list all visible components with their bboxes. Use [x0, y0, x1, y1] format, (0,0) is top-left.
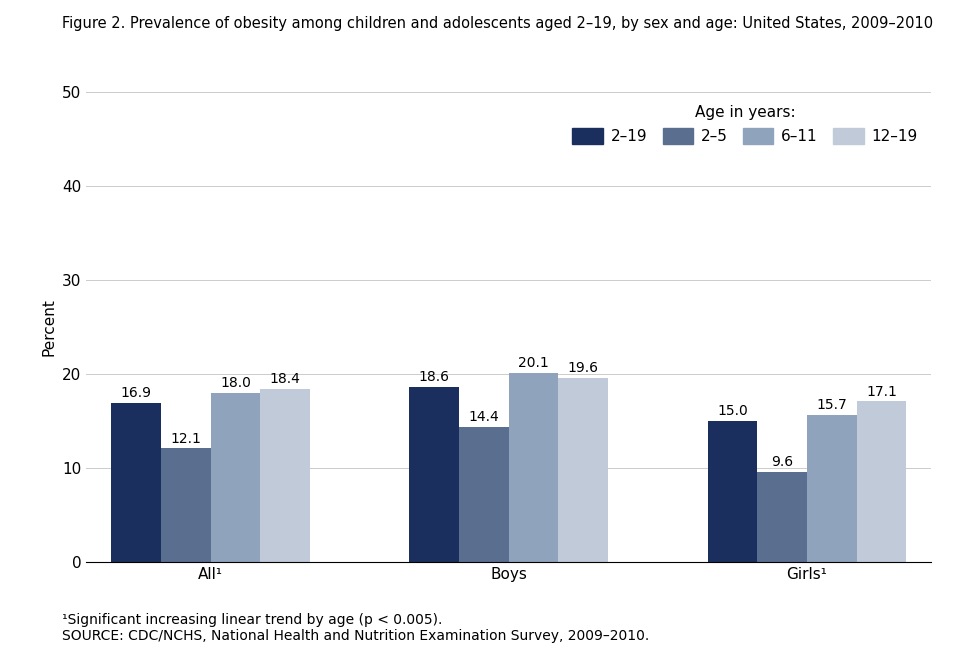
Y-axis label: Percent: Percent: [41, 298, 57, 356]
Text: 12.1: 12.1: [170, 432, 202, 445]
Text: 19.6: 19.6: [568, 361, 599, 375]
Bar: [111, 404, 161, 562]
Bar: [757, 472, 807, 562]
Text: 20.1: 20.1: [518, 356, 549, 370]
Text: 16.9: 16.9: [121, 387, 152, 400]
Bar: [856, 402, 906, 562]
Text: 18.4: 18.4: [270, 372, 300, 387]
Bar: [161, 449, 210, 562]
Bar: [459, 427, 509, 562]
Text: 15.7: 15.7: [816, 398, 847, 412]
Text: SOURCE: CDC/NCHS, National Health and Nutrition Examination Survey, 2009–2010.: SOURCE: CDC/NCHS, National Health and Nu…: [62, 629, 650, 643]
Text: Figure 2. Prevalence of obesity among children and adolescents aged 2–19, by sex: Figure 2. Prevalence of obesity among ch…: [62, 16, 933, 31]
Bar: [807, 415, 856, 562]
Bar: [210, 393, 260, 562]
Text: 17.1: 17.1: [866, 385, 897, 398]
Bar: [409, 387, 459, 562]
Text: 14.4: 14.4: [468, 410, 499, 424]
Text: ¹Significant increasing linear trend by age (p < 0.005).: ¹Significant increasing linear trend by …: [62, 613, 443, 627]
Text: 15.0: 15.0: [717, 404, 748, 419]
Bar: [708, 421, 757, 562]
Bar: [559, 378, 609, 562]
Text: 18.6: 18.6: [419, 370, 449, 385]
Text: 9.6: 9.6: [771, 455, 793, 469]
Legend: 2–19, 2–5, 6–11, 12–19: 2–19, 2–5, 6–11, 12–19: [566, 99, 924, 150]
Text: 18.0: 18.0: [220, 376, 251, 390]
Bar: [509, 373, 559, 562]
Bar: [260, 389, 310, 562]
